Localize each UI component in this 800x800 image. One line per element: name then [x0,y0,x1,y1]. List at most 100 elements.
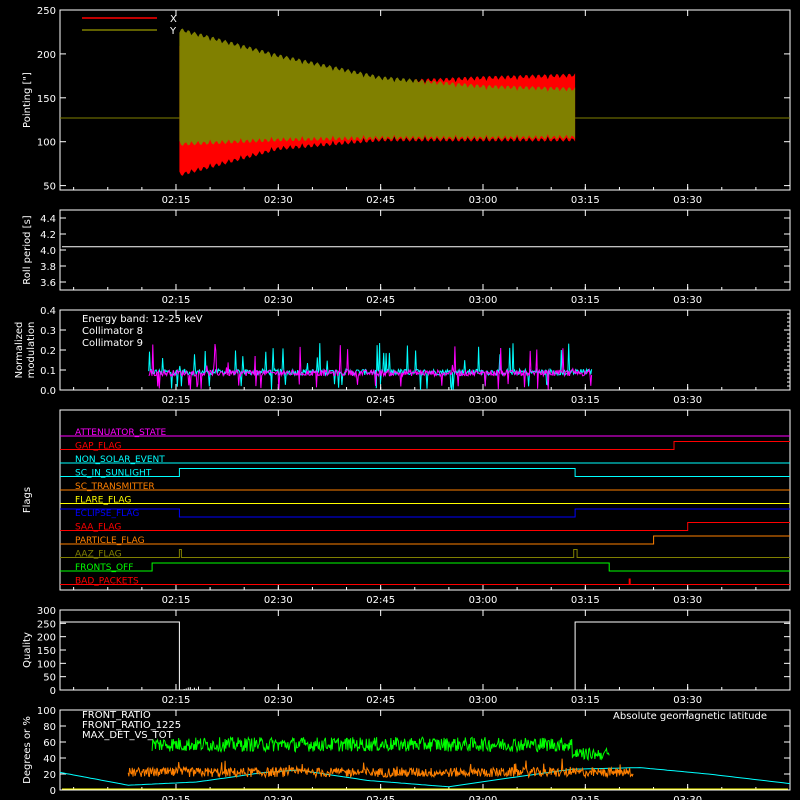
flag-gap-flag-line [60,441,790,450]
flag-bad-packets-label: BAD_PACKETS [75,577,139,587]
modulation-xtick-label: 02:15 [162,395,191,406]
flag-gap-flag-label: GAP_FLAG [75,442,121,452]
roll-ytick-label: 4.2 [40,230,56,241]
roll-frame [59,209,791,291]
ratios-ytick-label: 80 [43,722,56,733]
roll-ytick-label: 4.0 [40,246,56,257]
flag-attenuator-state-label: ATTENUATOR_STATE [75,428,167,438]
flags-xtick-label: 02:15 [162,595,191,606]
roll-xtick-label: 03:00 [469,295,498,306]
pointing-series-y [179,28,576,146]
legend-label-y: Y [169,26,177,37]
roll-ytick-label: 4.4 [40,214,56,225]
flags-frame [59,409,791,591]
modulation-xtick-label: 03:30 [673,395,702,406]
modulation-ytick-label: 0.1 [40,366,56,377]
modulation-ylabel: modulation [26,322,37,379]
ratios-legend-front-ratio-1225: FRONT_RATIO_1225 [82,720,181,731]
modulation-ytick-label: 0.2 [40,346,56,357]
roll-xtick-label: 02:45 [366,295,395,306]
flag-non-solar-event-label: NON_SOLAR_EVENT [75,455,165,465]
flag-eclipse-flag-label: ECLIPSE_FLAG [75,509,139,519]
ratios-ytick-label: 40 [43,754,56,765]
flag-fronts-off-label: FRONTS_OFF [75,563,133,573]
pointing-xtick-label: 02:15 [162,195,191,206]
roll-ytick-label: 3.8 [40,262,56,273]
roll-ytick-label: 3.6 [40,278,56,289]
flag-particle-flag-label: PARTICLE_FLAG [75,536,145,546]
pointing-xtick-label: 02:45 [366,195,395,206]
pointing-ytick-label: 50 [43,182,56,193]
ratios-series-max-det-vs-tot [127,758,634,779]
ratios-legend-front-ratio: FRONT_RATIO [82,710,151,721]
ratios-xtick-label: 02:30 [264,795,293,800]
flag-sc-transmitter-label: SC_TRANSMITTER [75,482,155,492]
flag-flare-flag-label: FLARE_FLAG [75,496,131,506]
modulation-ylabel: Normalized [14,322,25,379]
roll-xtick-label: 02:15 [162,295,191,306]
pointing-xtick-label: 03:30 [673,195,702,206]
modulation-xtick-label: 02:30 [264,395,293,406]
modulation-ytick-label: 0.4 [40,306,56,317]
flag-aaz-flag-line [60,549,790,558]
flags-xtick-label: 03:30 [673,595,702,606]
quality-ytick-label: 300 [37,606,56,617]
pointing-ytick-label: 100 [37,138,56,149]
roll-ylabel: Roll period [s] [22,215,33,284]
quality-ytick-label: 200 [37,633,56,644]
flag-eclipse-flag-line [60,508,790,518]
modulation-series-collimator-9 [148,343,593,390]
modulation-ytick-label: 0.3 [40,326,56,337]
quality-xtick-label: 03:15 [571,695,600,706]
ratios-xtick-label: 02:15 [162,795,191,800]
flags-xtick-label: 03:00 [469,595,498,606]
quality-ytick-label: 250 [37,619,56,630]
ratios-frame [59,709,791,791]
ratios-ytick-label: 100 [37,706,56,717]
modulation-xtick-label: 03:00 [469,395,498,406]
legend-label-x: X [170,14,177,25]
ratios-ytick-label: 0 [50,786,56,797]
flags-ylabel: Flags [22,487,33,513]
flag-sc-in-sunlight-line [60,468,790,477]
quality-ytick-label: 100 [37,659,56,670]
quality-ytick-label: 50 [43,673,56,684]
pointing-xtick-label: 02:30 [264,195,293,206]
modulation-annotation: Energy band: 12-25 keV [82,314,203,325]
flags-xtick-label: 03:15 [571,595,600,606]
pointing-xtick-label: 03:15 [571,195,600,206]
ratios-legend-latitude: Absolute geomagnetic latitude [613,711,767,722]
pointing-xtick-label: 03:00 [469,195,498,206]
flag-saa-flag-line [60,522,790,531]
quality-ylabel: Quality [22,632,33,668]
ratios-xtick-label: 03:15 [571,795,600,800]
quality-xtick-label: 02:45 [366,695,395,706]
pointing-ytick-label: 200 [37,50,56,61]
modulation-legend-collimator-9: Collimator 9 [82,338,143,349]
quality-xtick-label: 02:15 [162,695,191,706]
pointing-ytick-label: 150 [37,94,56,105]
quality-xtick-label: 02:30 [264,695,293,706]
roll-xtick-label: 03:15 [571,295,600,306]
modulation-legend-collimator-8: Collimator 8 [82,326,143,337]
modulation-xtick-label: 03:15 [571,395,600,406]
ratios-xtick-label: 03:00 [469,795,498,800]
flag-saa-flag-label: SAA_FLAG [75,523,121,533]
roll-xtick-label: 02:30 [264,295,293,306]
ratios-latitude-line [59,767,791,788]
modulation-xtick-label: 02:45 [366,395,395,406]
pointing-ylabel: Pointing ["] [22,72,33,128]
flags-xtick-label: 02:45 [366,595,395,606]
quality-xtick-label: 03:00 [469,695,498,706]
pointing-frame [59,9,791,191]
quality-xtick-label: 03:30 [673,695,702,706]
flag-particle-flag-line [60,535,790,545]
ratios-ytick-label: 60 [43,738,56,749]
roll-xtick-label: 03:30 [673,295,702,306]
modulation-ytick-label: 0.0 [40,386,56,397]
flag-fronts-off-line [60,562,790,572]
ratios-xtick-label: 03:30 [673,795,702,800]
ratios-ylabel: Degrees or % [22,716,33,784]
ratios-series-front-ratio-1225 [151,736,610,761]
